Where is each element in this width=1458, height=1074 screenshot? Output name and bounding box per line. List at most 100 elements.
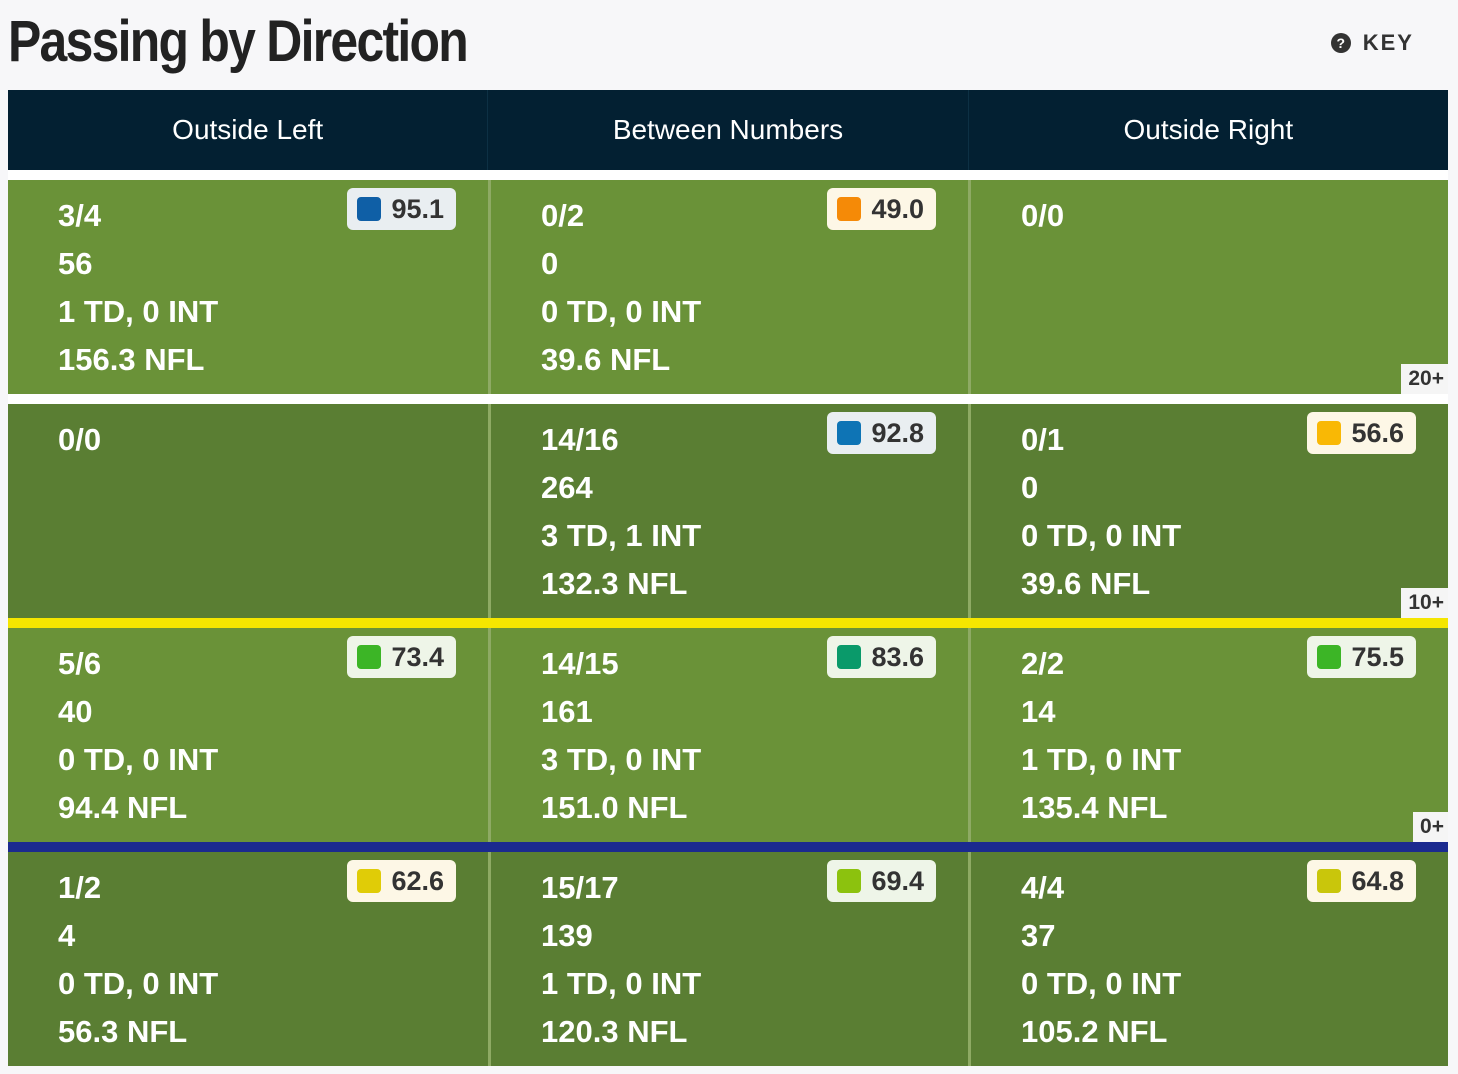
completions-attempts: 2/2	[1021, 646, 1065, 681]
column-header-outside-left[interactable]: Outside Left	[172, 114, 324, 145]
passing-yards: 37	[1021, 918, 1056, 953]
passing-yards: 40	[58, 694, 93, 729]
cell-outside-left[interactable]: 1/2 4 0 TD, 0 INT 56.3 NFL 62.6	[8, 852, 488, 1066]
grade-badge: 73.4	[347, 636, 456, 678]
nfl-rating: 94.4 NFL	[58, 790, 188, 825]
passing-yards: 56	[58, 246, 93, 281]
separator-20-yard	[8, 170, 1448, 180]
grade-value: 69.4	[871, 865, 924, 896]
passing-yards: 161	[541, 694, 593, 729]
column-header-between-numbers[interactable]: Between Numbers	[487, 90, 967, 170]
nfl-rating: 135.4 NFL	[1021, 790, 1168, 825]
separator-line-of-scrimmage	[8, 842, 1448, 852]
touchdowns-interceptions: 1 TD, 0 INT	[541, 966, 702, 1001]
grade-swatch-icon	[357, 869, 382, 893]
grade-value: 92.8	[871, 417, 924, 448]
help-icon: ?	[1330, 33, 1351, 53]
grade-badge: 75.5	[1307, 636, 1416, 678]
completions-attempts: 0/2	[541, 198, 585, 233]
grade-swatch-icon	[1317, 645, 1342, 669]
touchdowns-interceptions: 0 TD, 0 INT	[58, 966, 219, 1001]
passing-yards: 14	[1021, 694, 1056, 729]
touchdowns-interceptions: 3 TD, 1 INT	[541, 518, 702, 553]
grade-value: 73.4	[391, 641, 444, 672]
grade-badge: 83.6	[827, 636, 936, 678]
touchdowns-interceptions: 0 TD, 0 INT	[1021, 966, 1182, 1001]
cell-between-numbers[interactable]: 14/16 264 3 TD, 1 INT 132.3 NFL 92.8	[488, 404, 968, 618]
cell-outside-right[interactable]: 2/2 14 1 TD, 0 INT 135.4 NFL 75.5	[968, 628, 1448, 842]
passing-field: 3/4 56 1 TD, 0 INT 156.3 NFL 95.1 0/2 0 0 TD, 0…	[8, 170, 1448, 1066]
cell-outside-left[interactable]: 0/0	[8, 404, 488, 618]
nfl-rating: 132.3 NFL	[541, 566, 688, 601]
key-button[interactable]: ? KEY	[1330, 30, 1414, 56]
column-header-outside-right[interactable]: Outside Right	[967, 90, 1448, 170]
passing-yards: 264	[541, 470, 593, 505]
key-label: KEY	[1362, 30, 1414, 55]
grade-value: 83.6	[871, 641, 924, 672]
cell-between-numbers[interactable]: 15/17 139 1 TD, 0 INT 120.3 NFL 69.4	[488, 852, 968, 1066]
completions-attempts: 5/6	[58, 646, 102, 681]
separator-10-yard	[8, 394, 1448, 404]
direction-header: Outside Left Between Numbers Outside Rig…	[8, 90, 1448, 170]
completions-attempts: 1/2	[58, 870, 102, 905]
touchdowns-interceptions: 1 TD, 0 INT	[58, 294, 219, 329]
grade-badge: 49.0	[827, 188, 936, 230]
passing-yards: 4	[58, 918, 76, 953]
depth-row: 1/2 4 0 TD, 0 INT 56.3 NFL 62.6 15/17 139 1 TD,…	[8, 852, 1448, 1066]
completions-attempts: 14/15	[541, 646, 619, 681]
cell-outside-right[interactable]: 0/1 0 0 TD, 0 INT 39.6 NFL 56.6	[968, 404, 1448, 618]
depth-row: 5/6 40 0 TD, 0 INT 94.4 NFL 73.4 14/15 161 3 TD…	[8, 628, 1448, 842]
grade-badge: 56.6	[1307, 412, 1416, 454]
nfl-rating: 156.3 NFL	[58, 342, 205, 377]
completions-attempts: 14/16	[541, 422, 619, 457]
cell-between-numbers[interactable]: 14/15 161 3 TD, 0 INT 151.0 NFL 83.6	[488, 628, 968, 842]
cell-outside-left[interactable]: 5/6 40 0 TD, 0 INT 94.4 NFL 73.4	[8, 628, 488, 842]
grade-badge: 64.8	[1307, 860, 1416, 902]
grade-swatch-icon	[837, 421, 862, 445]
depth-row: 3/4 56 1 TD, 0 INT 156.3 NFL 95.1 0/2 0 0 TD, 0…	[8, 180, 1448, 394]
grade-value: 64.8	[1351, 865, 1404, 896]
completions-attempts: 0/0	[58, 422, 102, 457]
nfl-rating: 56.3 NFL	[58, 1014, 188, 1049]
nfl-rating: 105.2 NFL	[1021, 1014, 1168, 1049]
nfl-rating: 120.3 NFL	[541, 1014, 688, 1049]
cell-outside-right[interactable]: 0/0	[968, 180, 1448, 394]
touchdowns-interceptions: 0 TD, 0 INT	[541, 294, 702, 329]
yard-marker-label: 0+	[1413, 812, 1448, 842]
touchdowns-interceptions: 1 TD, 0 INT	[1021, 742, 1182, 777]
grade-value: 56.6	[1351, 417, 1404, 448]
grade-badge: 69.4	[827, 860, 936, 902]
touchdowns-interceptions: 0 TD, 0 INT	[58, 742, 219, 777]
nfl-rating: 39.6 NFL	[541, 342, 671, 377]
completions-attempts: 0/1	[1021, 422, 1065, 457]
depth-row: 0/0 14/16 264 3 TD, 1 INT 132.3 NFL 92.8 0/1 0 0…	[8, 404, 1448, 618]
grade-swatch-icon	[1317, 869, 1342, 893]
grade-swatch-icon	[357, 645, 382, 669]
grade-value: 49.0	[871, 193, 924, 224]
touchdowns-interceptions: 0 TD, 0 INT	[1021, 518, 1182, 553]
grade-value: 95.1	[391, 193, 444, 224]
grade-badge: 62.6	[347, 860, 456, 902]
nfl-rating: 39.6 NFL	[1021, 566, 1151, 601]
grade-swatch-icon	[837, 197, 862, 221]
cell-outside-left[interactable]: 3/4 56 1 TD, 0 INT 156.3 NFL 95.1	[8, 180, 488, 394]
passing-yards: 0	[541, 246, 559, 281]
completions-attempts: 3/4	[58, 198, 102, 233]
completions-attempts: 0/0	[1021, 198, 1065, 233]
yard-marker-label: 10+	[1401, 588, 1448, 618]
passing-yards: 139	[541, 918, 593, 953]
grade-value: 75.5	[1351, 641, 1404, 672]
grade-swatch-icon	[837, 869, 862, 893]
separator-first-down-line	[8, 618, 1448, 628]
completions-attempts: 15/17	[541, 870, 619, 905]
passing-yards: 0	[1021, 470, 1039, 505]
completions-attempts: 4/4	[1021, 870, 1065, 905]
page-title: Passing by Direction	[8, 9, 469, 74]
grade-badge: 95.1	[347, 188, 456, 230]
cell-outside-right[interactable]: 4/4 37 0 TD, 0 INT 105.2 NFL 64.8	[968, 852, 1448, 1066]
nfl-rating: 151.0 NFL	[541, 790, 688, 825]
grade-value: 62.6	[391, 865, 444, 896]
touchdowns-interceptions: 3 TD, 0 INT	[541, 742, 702, 777]
cell-between-numbers[interactable]: 0/2 0 0 TD, 0 INT 39.6 NFL 49.0	[488, 180, 968, 394]
grade-swatch-icon	[1317, 421, 1342, 445]
